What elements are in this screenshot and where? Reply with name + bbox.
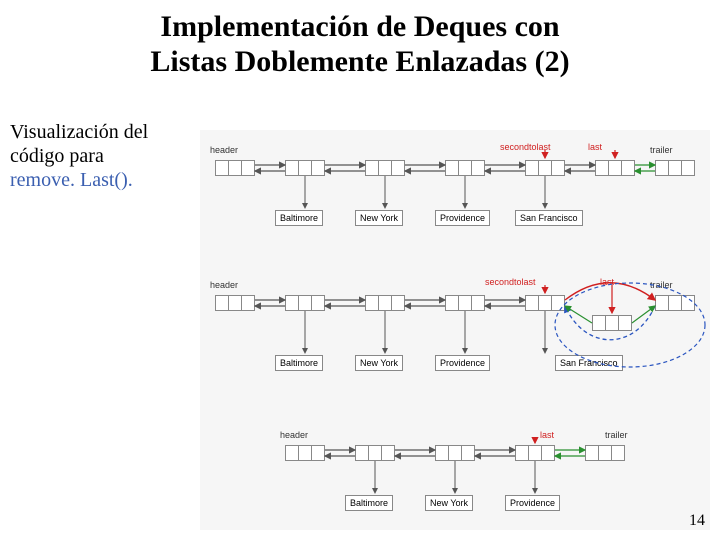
caption-line-1: Visualización del: [10, 121, 148, 143]
diagram-area: header secondtolast last trailer Baltimore Ne…: [200, 130, 710, 530]
diagram-label: trailer: [650, 145, 673, 155]
list-node: [445, 160, 485, 176]
list-node: [525, 160, 565, 176]
caption-line-2: código para: [10, 145, 104, 167]
diagram-label: header: [210, 280, 238, 290]
list-node: [285, 445, 325, 461]
list-node: [515, 445, 555, 461]
diagram-label: last: [588, 142, 602, 152]
list-node: [365, 295, 405, 311]
diagram-label: secondtolast: [500, 142, 551, 152]
diagram-label: trailer: [605, 430, 628, 440]
caption: Visualización del código para remove. La…: [10, 120, 200, 192]
list-node: [592, 315, 632, 331]
city-box: Baltimore: [345, 495, 393, 511]
city-box: New York: [355, 210, 403, 226]
city-box: Providence: [505, 495, 560, 511]
city-box: Providence: [435, 355, 490, 371]
list-node: [215, 295, 255, 311]
list-node: [585, 445, 625, 461]
list-node: [445, 295, 485, 311]
diagram-arrows: [200, 130, 710, 530]
slide-title: Implementación de Deques con Listas Dobl…: [0, 0, 720, 79]
list-node: [365, 160, 405, 176]
list-node: [655, 160, 695, 176]
city-box: New York: [425, 495, 473, 511]
diagram-label: last: [540, 430, 554, 440]
city-box: Baltimore: [275, 210, 323, 226]
diagram-label: header: [210, 145, 238, 155]
city-box: New York: [355, 355, 403, 371]
list-node: [655, 295, 695, 311]
diagram-arrows: [200, 130, 710, 530]
city-box: San Francisco: [555, 355, 623, 371]
diagram-label: last: [600, 277, 614, 287]
list-node: [355, 445, 395, 461]
page-number: 14: [689, 512, 705, 530]
list-node: [525, 295, 565, 311]
list-node: [595, 160, 635, 176]
list-node: [285, 295, 325, 311]
diagram-arrows: [200, 130, 710, 530]
city-box: Providence: [435, 210, 490, 226]
diagram-label: trailer: [650, 280, 673, 290]
city-box: Baltimore: [275, 355, 323, 371]
caption-accent: remove. Last().: [10, 169, 133, 191]
list-node: [285, 160, 325, 176]
title-line-2: Listas Doblemente Enlazadas (2): [150, 45, 569, 78]
diagram-label: secondtolast: [485, 277, 536, 287]
list-node: [215, 160, 255, 176]
diagram-label: header: [280, 430, 308, 440]
list-node: [435, 445, 475, 461]
title-line-1: Implementación de Deques con: [160, 10, 559, 43]
city-box: San Francisco: [515, 210, 583, 226]
